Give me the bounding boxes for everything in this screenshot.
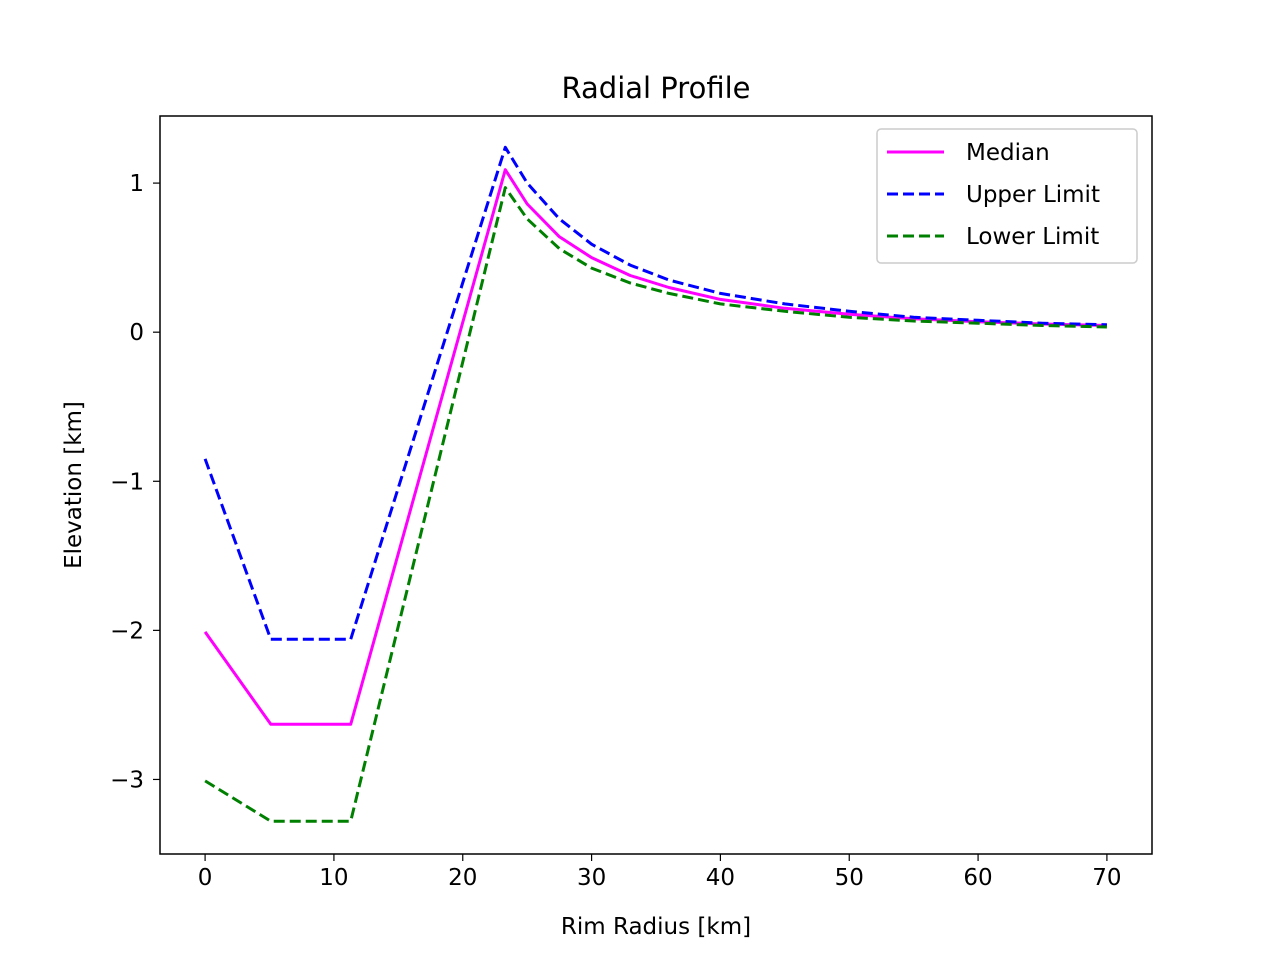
y-tick-label: −1 [110, 469, 144, 495]
legend: Median Upper Limit Lower Limit [876, 128, 1138, 264]
x-tick-label: 10 [319, 865, 348, 891]
y-axis-label: Elevation [km] [61, 401, 87, 569]
x-tick-label: 40 [706, 865, 735, 891]
y-tick-label: 0 [129, 320, 144, 346]
ticks-layer: 0 10 20 30 40 50 60 70 −3 −2 −1 0 1 [110, 171, 1121, 891]
y-tick-label: −3 [110, 767, 144, 793]
y-tick-label: −2 [110, 618, 144, 644]
axes-frame [159, 115, 1153, 855]
x-axis-label: Rim Radius [km] [561, 914, 751, 940]
x-tick-label: 20 [448, 865, 477, 891]
legend-box [876, 128, 1138, 264]
y-tick-label: 1 [129, 171, 144, 197]
legend-label: Upper Limit [966, 182, 1100, 208]
x-tick-label: 50 [835, 865, 864, 891]
chart-title: Radial Profile [562, 71, 751, 105]
series-line-upper-limit [203, 145, 1107, 641]
x-tick-label: 0 [198, 865, 213, 891]
legend-label: Lower Limit [966, 224, 1099, 250]
series-layer [203, 145, 1107, 823]
series-line-lower-limit [204, 186, 1107, 823]
x-tick-label: 30 [577, 865, 606, 891]
legend-label: Median [966, 140, 1050, 166]
x-tick-label: 70 [1092, 865, 1121, 891]
x-tick-label: 60 [963, 865, 992, 891]
